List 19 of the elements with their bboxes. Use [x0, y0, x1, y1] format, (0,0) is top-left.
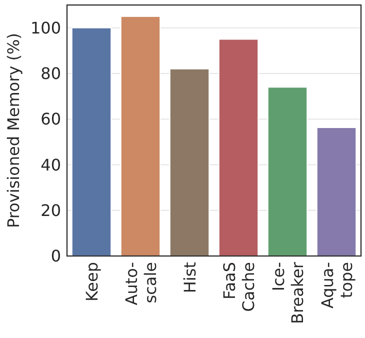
- y-tick-label: 0: [50, 246, 61, 266]
- x-tick-label: Auto- scale: [122, 262, 160, 306]
- x-tick-label: Aqua- tope: [318, 262, 356, 309]
- y-tick-label: 100: [30, 18, 61, 38]
- bar: [71, 27, 112, 256]
- bar: [169, 68, 210, 256]
- y-axis-title: Provisioned Memory (%): [4, 33, 23, 228]
- x-tick-label: Ice- Breaker: [269, 262, 307, 324]
- y-tick-label: 60: [40, 110, 61, 129]
- x-tick-label: FaaS Cache: [220, 262, 258, 312]
- x-tick-label: Keep: [82, 262, 102, 302]
- bar: [267, 86, 308, 256]
- y-tick-label: 80: [40, 64, 61, 84]
- y-tick-label: 20: [40, 200, 61, 220]
- bar: [218, 38, 259, 256]
- bar: [316, 127, 357, 256]
- x-tick-label: Hist: [180, 262, 200, 294]
- y-tick-label: 40: [40, 155, 61, 174]
- bar: [120, 16, 161, 256]
